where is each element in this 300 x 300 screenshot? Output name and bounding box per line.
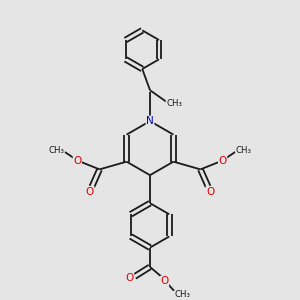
Text: CH₃: CH₃	[48, 146, 64, 154]
Text: O: O	[160, 276, 169, 286]
Text: O: O	[206, 187, 214, 196]
Text: CH₃: CH₃	[175, 290, 191, 299]
Text: CH₃: CH₃	[236, 146, 252, 154]
Text: O: O	[73, 156, 82, 166]
Text: O: O	[218, 156, 227, 166]
Text: O: O	[86, 187, 94, 196]
Text: O: O	[126, 274, 134, 284]
Text: N: N	[146, 116, 154, 126]
Text: CH₃: CH₃	[166, 99, 182, 108]
